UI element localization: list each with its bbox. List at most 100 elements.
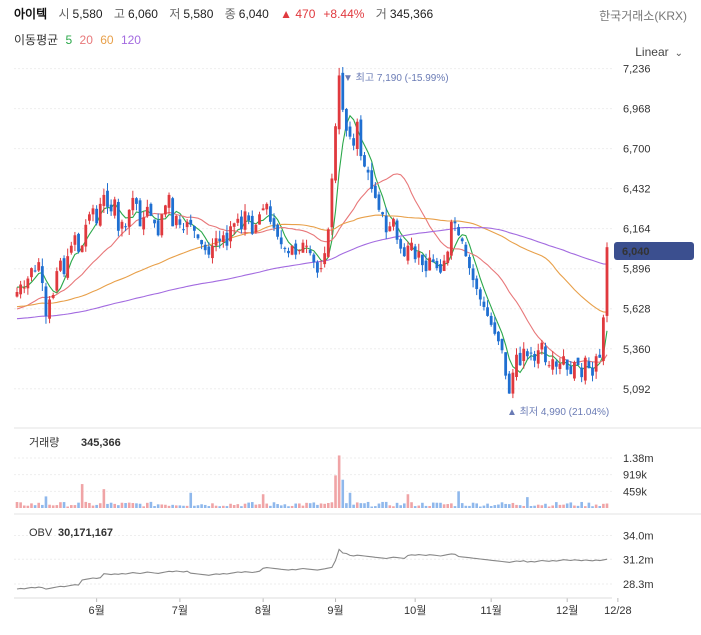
candle-body	[377, 194, 381, 210]
candle-body	[587, 361, 591, 369]
candle-body	[109, 204, 113, 212]
candle-body	[388, 226, 392, 232]
volume-bar	[540, 505, 544, 508]
candle-body	[19, 284, 23, 295]
volume-bar	[174, 505, 178, 508]
price-tick-label: 6,432	[623, 184, 651, 196]
volume-bar	[337, 455, 341, 508]
quote-header: 아이텍 시 5,580 고 6,060 저 5,580 종 6,040 ▲ 470 +8.…	[14, 5, 441, 22]
volume-bar	[326, 503, 330, 508]
volume-bar	[44, 496, 48, 508]
volume-bar	[138, 503, 142, 508]
volume-bar	[573, 505, 576, 508]
candle-body	[66, 256, 70, 278]
volume-bars	[15, 455, 609, 508]
volume-bar	[410, 502, 413, 508]
candle-body	[312, 254, 316, 263]
volume-bar	[580, 501, 583, 508]
exchange-label: 한국거래소(KRX)	[599, 9, 687, 23]
volume-bar	[565, 503, 569, 508]
time-tick-label: 12/28	[604, 605, 632, 617]
volume-bar	[207, 506, 211, 508]
candle-body	[33, 270, 37, 272]
volume-bar	[254, 504, 258, 508]
volume-bar	[363, 503, 366, 508]
volume-bar	[250, 502, 254, 508]
low-value: 5,580	[183, 7, 214, 21]
volume-bar	[424, 505, 428, 508]
candle-body	[576, 357, 580, 366]
volume-bar	[334, 475, 337, 508]
volume-bar	[558, 504, 562, 508]
candle-body	[482, 301, 486, 307]
volume-bar	[475, 503, 478, 508]
candle-body	[178, 219, 182, 225]
volume-bar	[583, 506, 587, 508]
volume-bar	[413, 506, 417, 508]
candle-body	[182, 229, 185, 231]
ma-legend[interactable]: 이동평균 5 20 60 120	[14, 31, 145, 48]
candle-body	[171, 198, 175, 227]
volume-bar	[95, 504, 98, 508]
open-label: 시	[58, 7, 70, 21]
candle-body	[558, 363, 562, 370]
candle-body	[40, 266, 44, 284]
high-label: 고	[113, 7, 125, 21]
volume-bar	[26, 505, 30, 508]
volume-bar	[591, 506, 594, 508]
candle-body	[211, 245, 214, 259]
volume-bar	[352, 504, 355, 508]
volume-bar	[279, 505, 283, 508]
candle-body	[551, 359, 555, 370]
candle-body	[355, 121, 359, 150]
candle-body	[468, 256, 471, 269]
candle-body	[493, 322, 497, 334]
volume-bar	[479, 506, 482, 508]
volume-bar	[602, 503, 605, 508]
candle-body	[511, 372, 515, 394]
chevron-down-icon: ⌄	[674, 48, 683, 59]
candle-body	[174, 215, 178, 226]
obv-axis: 34.0m 31.2m 28.3m	[623, 531, 654, 591]
candle-body	[135, 198, 138, 204]
candle-body	[522, 348, 526, 362]
scale-label: Linear	[635, 45, 669, 59]
candle-body	[225, 232, 229, 246]
time-tick-label: 11월	[480, 604, 502, 617]
volume-bar	[421, 502, 424, 508]
last-price-tag: 6,040	[614, 242, 694, 260]
volume-bar	[182, 505, 185, 508]
candle-body	[410, 242, 413, 251]
candle-body	[395, 220, 399, 240]
candle-body	[156, 220, 160, 236]
volume-bar	[48, 504, 51, 508]
open-value: 5,580	[72, 7, 103, 21]
time-tick-label: 12월	[556, 604, 578, 617]
volume-bar	[569, 502, 573, 508]
candle-body	[44, 286, 48, 316]
candle-body	[95, 208, 99, 224]
candle-body	[316, 262, 319, 273]
volume-bar	[59, 502, 62, 508]
time-tick-label: 6월	[89, 604, 105, 617]
candle-body	[359, 119, 363, 157]
candle-body	[580, 367, 584, 378]
candle-body	[319, 268, 323, 270]
candle-body	[192, 226, 196, 231]
candle-body	[446, 251, 450, 263]
ma-line-60	[16, 214, 608, 313]
scale-dropdown[interactable]: Linear ⌄	[635, 45, 683, 59]
volume-bar	[536, 504, 540, 508]
candle-body	[515, 354, 518, 377]
candle-body	[55, 271, 59, 291]
candle-body	[533, 354, 537, 361]
candle-body	[540, 342, 544, 350]
candle-body	[250, 215, 254, 234]
volume-bar	[146, 502, 149, 508]
candle-body	[261, 208, 265, 211]
volume-bar	[69, 505, 73, 508]
volume-bar	[37, 502, 41, 508]
volume-bar	[229, 503, 232, 508]
volume-bar	[243, 503, 247, 508]
